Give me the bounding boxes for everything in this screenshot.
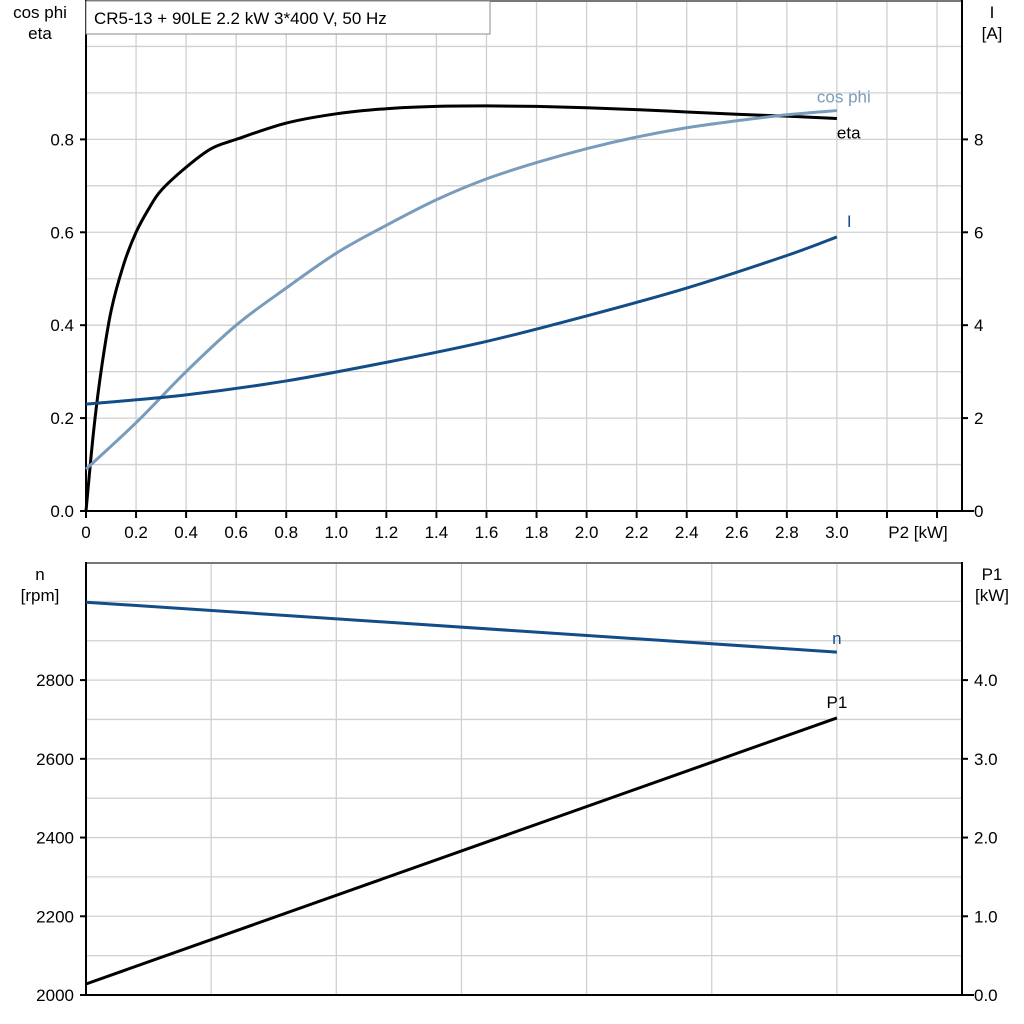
y2-tick-label: 1.0 (974, 907, 998, 926)
y-axis-label: n (35, 565, 44, 584)
y2-tick-label: 6 (974, 223, 983, 242)
y2-axis-label: [A] (982, 24, 1003, 43)
y2-tick-label: 2 (974, 409, 983, 428)
y-axis-label: cos phi (13, 3, 67, 22)
x-tick-label: 2.4 (675, 523, 699, 542)
x-tick-label: 0.6 (224, 523, 248, 542)
y-tick-label: 0.6 (50, 223, 74, 242)
series-line-eta (84, 104, 837, 512)
y2-axis-label: I (990, 3, 995, 22)
series-line-I (85, 235, 838, 406)
x-tick-label: 2.8 (775, 523, 799, 542)
y-tick-label: 2000 (36, 986, 74, 1005)
y-axis-label: eta (28, 24, 52, 43)
y2-tick-label: 4 (974, 316, 983, 335)
y-tick-label: 0.2 (50, 409, 74, 428)
y2-tick-label: 4.0 (974, 671, 998, 690)
series-line-n (85, 600, 837, 654)
series-line-P1 (85, 716, 838, 986)
x-tick-label: 2.6 (725, 523, 749, 542)
x-tick-label: 0.2 (124, 523, 148, 542)
x-tick-label: 2.0 (575, 523, 599, 542)
x-tick-label: 1.6 (475, 523, 499, 542)
series-label-cos-phi: cos phi (817, 88, 871, 107)
x-tick-label: 1.8 (525, 523, 549, 542)
x-tick-label: 1.4 (425, 523, 449, 542)
y-tick-label: 2600 (36, 750, 74, 769)
x-tick-label: 3.0 (825, 523, 849, 542)
y2-tick-label: 8 (974, 130, 983, 149)
series-label-P1: P1 (827, 693, 848, 712)
y2-tick-label: 0 (974, 502, 983, 521)
x-tick-label: 0.8 (274, 523, 298, 542)
title-box (85, 0, 491, 35)
x-axis-label: P2 [kW] (888, 523, 948, 542)
x-tick-label: 0.4 (174, 523, 198, 542)
series-line-cos-phi (84, 109, 838, 471)
y2-axis-label: P1 (982, 565, 1003, 584)
y-axis-label: [rpm] (21, 586, 60, 605)
y-tick-label: 0.0 (50, 502, 74, 521)
y-tick-label: 2200 (36, 907, 74, 926)
y-tick-label: 2800 (36, 671, 74, 690)
series-label-I: I (847, 212, 852, 231)
chart-title: CR5-13 + 90LE 2.2 kW 3*400 V, 50 Hz (94, 9, 387, 28)
x-tick-label: 2.2 (625, 523, 649, 542)
x-tick-label: 0 (81, 523, 90, 542)
y-tick-label: 0.8 (50, 130, 74, 149)
y-tick-label: 0.4 (50, 316, 74, 335)
y-tick-label: 2400 (36, 829, 74, 848)
series-label-eta: eta (837, 123, 861, 142)
y2-tick-label: 2.0 (974, 829, 998, 848)
x-tick-label: 1.0 (324, 523, 348, 542)
y2-tick-label: 0.0 (974, 986, 998, 1005)
x-tick-label: 1.2 (375, 523, 399, 542)
series-label-n: n (832, 629, 841, 648)
y2-tick-label: 3.0 (974, 750, 998, 769)
y2-axis-label: [kW] (975, 586, 1009, 605)
